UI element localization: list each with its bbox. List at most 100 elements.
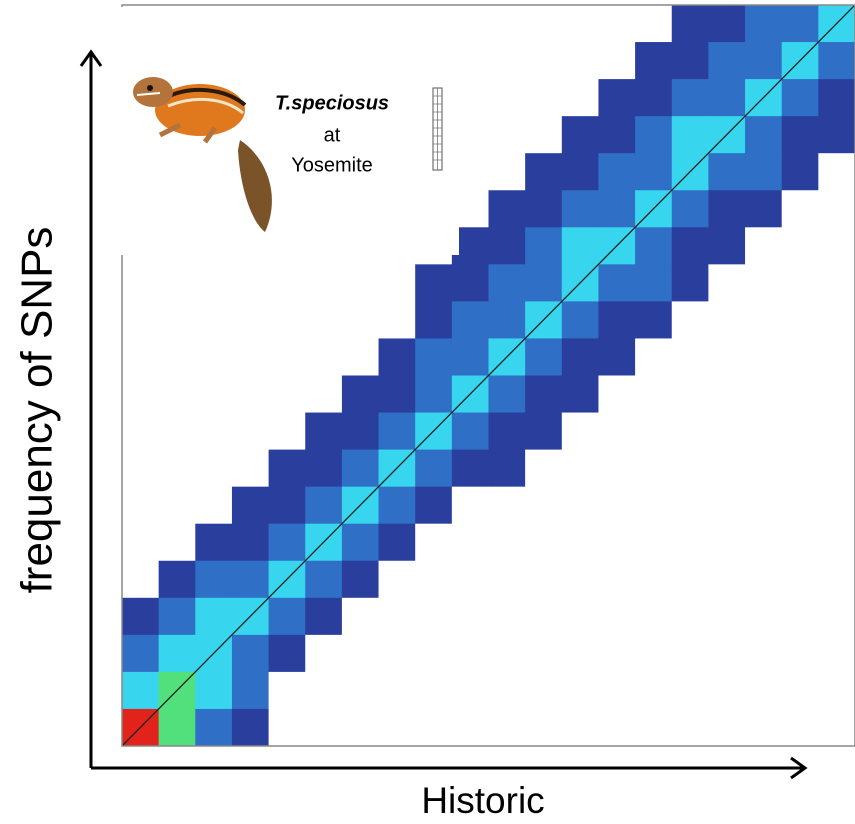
heatmap-cell (305, 486, 343, 525)
heatmap-cell (781, 597, 819, 636)
heatmap-cell (525, 671, 563, 710)
heatmap-cell (378, 375, 416, 414)
heatmap-cell (561, 671, 599, 710)
heatmap-cell (488, 153, 526, 191)
heatmap-cell (635, 708, 673, 747)
heatmap-cell (451, 301, 489, 339)
heatmap-cell (561, 79, 599, 117)
heatmap-cell (671, 560, 709, 599)
heatmap-cell (341, 597, 380, 636)
heatmap-cell (488, 671, 526, 710)
heatmap-cell (635, 153, 673, 191)
heatmap-cell (818, 486, 855, 525)
heatmap-cell (158, 597, 196, 636)
heatmap-cell (305, 560, 343, 599)
annotation-text: Yosemite (291, 154, 373, 176)
heatmap-cell (488, 264, 526, 302)
heatmap-cell (451, 338, 489, 376)
heatmap-cell (378, 634, 416, 673)
heatmap-cell (781, 449, 819, 488)
heatmap-cell (525, 634, 563, 673)
heatmap-cell (415, 597, 453, 636)
heatmap-cell (195, 708, 233, 747)
heatmap-cell (341, 634, 380, 673)
heatmap-cell (158, 523, 196, 562)
heatmap-cell (415, 560, 453, 599)
heatmap-cell (158, 264, 196, 302)
heatmap-cell (635, 412, 673, 451)
heatmap-cell (231, 486, 270, 525)
heatmap-cell (451, 264, 489, 302)
heatmap-cell (561, 116, 599, 154)
heatmap-cell (231, 412, 270, 451)
heatmap-cell (525, 116, 563, 154)
heatmap-cell (415, 634, 453, 673)
heatmap-cell (451, 597, 489, 636)
heatmap-cell (488, 449, 526, 488)
heatmap-cell (231, 708, 270, 747)
heatmap-cell (305, 301, 343, 339)
heatmap-cell (268, 523, 306, 562)
heatmap-cell (415, 486, 453, 525)
heatmap-cell (635, 671, 673, 710)
heatmap-cell (451, 560, 489, 599)
heatmap-cell (781, 5, 819, 43)
heatmap-cell (598, 42, 636, 80)
heatmap-cell (745, 264, 783, 302)
heatmap-cell (195, 338, 233, 376)
heatmap-cell (598, 560, 636, 599)
heatmap-cell (451, 412, 489, 451)
heatmap-cell (598, 190, 636, 228)
heatmap-cell (671, 5, 709, 43)
heatmap-cell (745, 449, 783, 488)
heatmap-cell (525, 560, 563, 599)
heatmap-cell (268, 634, 306, 673)
heatmap-cell (488, 708, 526, 747)
axes (79, 49, 808, 780)
heatmap-cell (708, 523, 746, 562)
heatmap-cell (122, 412, 160, 451)
heatmap-cell (635, 79, 673, 117)
heatmap-cell (781, 153, 819, 191)
heatmap-cell (671, 449, 709, 488)
heatmap-cell (561, 301, 599, 339)
heatmap-cell (708, 190, 746, 228)
heatmap-cell (305, 671, 343, 710)
heatmap-cell (525, 597, 563, 636)
heatmap-cell (635, 227, 673, 265)
heatmap-cell (635, 634, 673, 673)
heatmap-cell (488, 560, 526, 599)
heatmap-cell (525, 449, 563, 488)
heatmap-cell (708, 634, 746, 673)
heatmap-cell (671, 264, 709, 302)
heatmap-cell (598, 375, 636, 414)
heatmap-cell (488, 634, 526, 673)
heatmap-cell (745, 153, 783, 191)
heatmap-cell (525, 153, 563, 191)
y-axis-label: frequency of SNPs (13, 227, 62, 594)
heatmap-cell (488, 486, 526, 525)
heatmap-cell (671, 708, 709, 747)
heatmap-cell (122, 597, 160, 636)
heatmap-cell (635, 486, 673, 525)
heatmap-cell (488, 227, 526, 265)
heatmap-cell (451, 523, 489, 562)
heatmap-cell (671, 597, 709, 636)
heatmap-cell (635, 449, 673, 488)
heatmap-cell (451, 708, 489, 747)
heatmap-cell (525, 79, 563, 117)
heatmap-cell (708, 375, 746, 414)
heatmap-cell (525, 412, 563, 451)
heatmap-cell (745, 708, 783, 747)
heatmap-cell (305, 264, 343, 302)
heatmap-cell (488, 375, 526, 414)
heatmap-cell (231, 449, 270, 488)
heatmap-cell (598, 486, 636, 525)
heatmap-cell (231, 264, 270, 302)
heatmap-cell (818, 301, 855, 339)
heatmap-cell (341, 708, 380, 747)
heatmap-cell (598, 153, 636, 191)
heatmap-cell (781, 264, 819, 302)
heatmap-cell (708, 597, 746, 636)
heatmap-cell (195, 449, 233, 488)
